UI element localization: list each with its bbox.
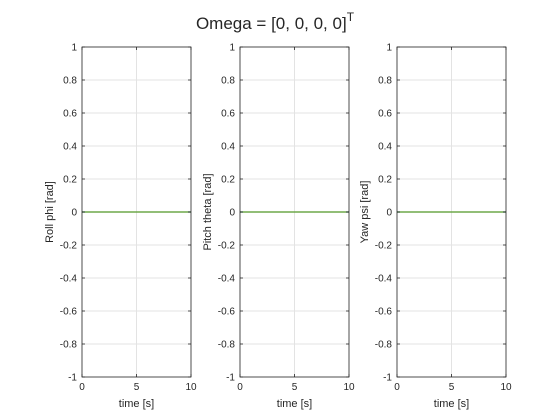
pitch-y-tick-label: -0.8: [218, 340, 236, 351]
roll-axes: 0 5 10 -1 -0.8 -0.6 -0.4 -0.2 0 0.2 0.4 0.6 0.8 1 time…: [44, 43, 197, 411]
pitch-y-tick-label: -0.2: [218, 241, 236, 252]
yaw-y-tick-label: -0.8: [375, 340, 393, 351]
roll-y-tick-label: 0.8: [63, 76, 77, 87]
figure-title-superscript: T: [347, 10, 355, 24]
pitch-axes: 0 5 10 -1 -0.8 -0.6 -0.4 -0.2 0 0.2 0.4 0.6 0.8 1 time…: [202, 43, 355, 411]
roll-y-tick-label: 0.2: [63, 175, 77, 186]
roll-y-axis-label: Roll phi [rad]: [44, 181, 56, 243]
roll-y-tick-label: 0.6: [63, 109, 77, 120]
yaw-y-tick-label: 1: [386, 43, 392, 54]
yaw-y-tick-label: -0.6: [375, 307, 393, 318]
pitch-y-tick-label: 0.2: [221, 175, 235, 186]
yaw-y-tick-label: 0.2: [378, 175, 392, 186]
roll-y-tick-label: -0.2: [60, 241, 78, 252]
yaw-axes: 0 5 10 -1 -0.8 -0.6 -0.4 -0.2 0 0.2 0.4 0.6 0.8 1 time…: [359, 43, 512, 411]
roll-y-tick-label: 0.4: [63, 142, 77, 153]
yaw-y-tick-label: 0.8: [378, 76, 392, 87]
pitch-y-tick-label: 1: [229, 43, 235, 54]
pitch-x-tick-label: 5: [292, 382, 298, 393]
yaw-y-tick-label: 0.4: [378, 142, 392, 153]
yaw-y-tick-label: 0.6: [378, 109, 392, 120]
pitch-x-axis-label: time [s]: [277, 398, 312, 410]
yaw-x-tick-label: 0: [394, 382, 400, 393]
pitch-x-tick-label: 0: [237, 382, 243, 393]
roll-y-tick-label: 0: [71, 208, 77, 219]
roll-x-tick-label: 10: [185, 382, 197, 393]
pitch-y-tick-label: 0.6: [221, 109, 235, 120]
roll-y-tick-label: -0.4: [60, 274, 78, 285]
yaw-x-tick-label: 10: [500, 382, 512, 393]
pitch-y-tick-label: -1: [226, 373, 235, 384]
pitch-y-tick-label: 0.4: [221, 142, 235, 153]
yaw-y-axis-label: Yaw psi [rad]: [359, 181, 371, 244]
pitch-x-tick-label: 10: [343, 382, 355, 393]
pitch-y-tick-label: 0.8: [221, 76, 235, 87]
yaw-y-tick-label: -0.4: [375, 274, 393, 285]
figure-title: Omega = [0, 0, 0, 0]T: [196, 10, 355, 33]
pitch-y-tick-label: -0.6: [218, 307, 236, 318]
yaw-x-axis-label: time [s]: [434, 398, 469, 410]
yaw-y-tick-label: -0.2: [375, 241, 393, 252]
pitch-y-axis-label: Pitch theta [rad]: [202, 173, 214, 250]
roll-y-tick-label: -1: [68, 373, 77, 384]
roll-x-axis-label: time [s]: [119, 398, 154, 410]
roll-y-tick-label: 1: [71, 43, 77, 54]
yaw-x-tick-label: 5: [449, 382, 455, 393]
yaw-y-tick-label: -1: [383, 373, 392, 384]
figure-title-main: Omega = [0, 0, 0, 0]: [196, 14, 347, 33]
roll-y-tick-label: -0.6: [60, 307, 78, 318]
pitch-y-tick-label: -0.4: [218, 274, 236, 285]
yaw-y-tick-label: 0: [386, 208, 392, 219]
roll-x-tick-label: 5: [134, 382, 140, 393]
pitch-y-tick-label: 0: [229, 208, 235, 219]
roll-y-tick-label: -0.8: [60, 340, 78, 351]
roll-x-tick-label: 0: [79, 382, 85, 393]
